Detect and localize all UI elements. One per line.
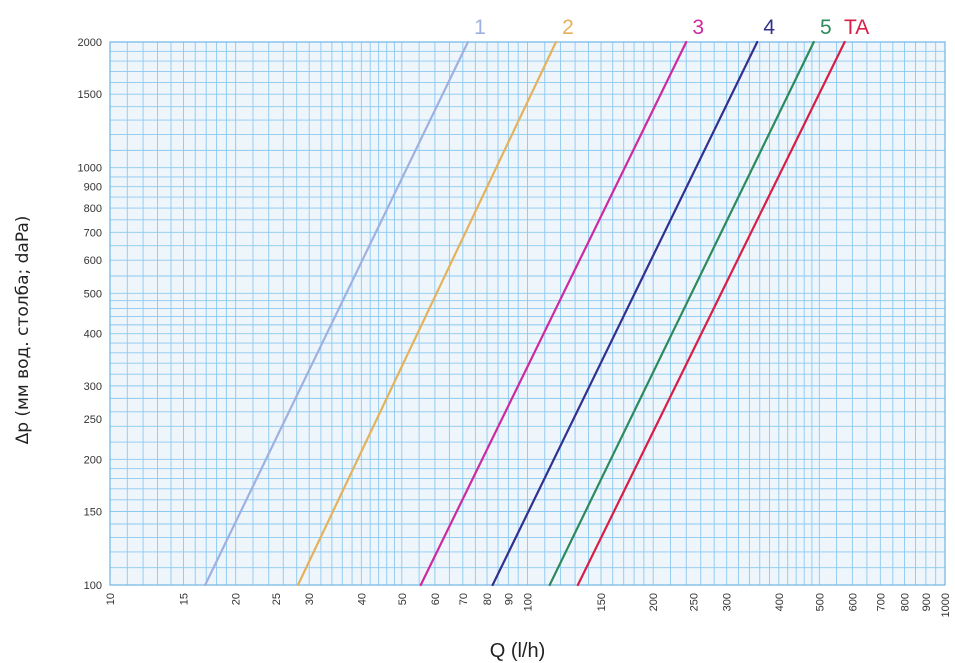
x-tick-label: 150	[596, 593, 608, 611]
x-axis-label: Q (l/h)	[490, 640, 546, 662]
series-line-5	[548, 40, 815, 587]
y-tick-label: 800	[84, 203, 102, 215]
x-tick-label: 200	[648, 593, 660, 611]
x-tick-label: 90	[503, 593, 515, 605]
y-tick-label: 500	[84, 288, 102, 300]
y-tick-label: 2000	[78, 37, 102, 49]
series-line-4	[491, 40, 759, 587]
x-tick-label: 600	[847, 593, 859, 611]
y-tick-label: 400	[84, 329, 102, 341]
x-tick-label: 80	[482, 593, 494, 605]
y-tick-label: 150	[84, 507, 102, 519]
y-tick-label: 900	[84, 182, 102, 194]
y-tick-label: 1500	[78, 89, 102, 101]
x-tick-label: 60	[430, 593, 442, 605]
x-tick-label: 25	[271, 593, 283, 605]
x-tick-label: 30	[304, 593, 316, 605]
series-label-2: 2	[562, 16, 574, 39]
x-tick-label: 800	[900, 593, 912, 611]
x-tick-label: 100	[523, 593, 535, 611]
x-tick-label: 900	[921, 593, 933, 611]
y-tick-label: 250	[84, 414, 102, 426]
series-label-3: 3	[692, 16, 704, 39]
y-tick-label: 200	[84, 454, 102, 466]
y-tick-label: 700	[84, 227, 102, 239]
series-label-1: 1	[474, 16, 486, 39]
series-line-ta	[576, 40, 846, 587]
series-label-4: 4	[763, 16, 775, 39]
series-line-3	[419, 40, 688, 587]
x-tick-label: 700	[875, 593, 887, 611]
x-tick-label: 20	[231, 593, 243, 605]
y-tick-label: 300	[84, 381, 102, 393]
x-tick-label: 70	[458, 593, 470, 605]
x-tick-label: 50	[397, 593, 409, 605]
grid	[109, 41, 946, 586]
series-line-1	[204, 40, 470, 587]
plot-frame	[109, 41, 946, 586]
y-tick-label: 1000	[78, 163, 102, 175]
series-label-ta: TA	[844, 16, 869, 39]
y-tick-label: 600	[84, 255, 102, 267]
series-label-5: 5	[820, 16, 832, 39]
x-tick-label: 300	[722, 593, 734, 611]
x-tick-label: 10	[105, 593, 117, 605]
series-line-2	[296, 40, 558, 587]
x-tick-label: 500	[814, 593, 826, 611]
y-tick-label: 100	[84, 580, 102, 592]
x-tick-label: 250	[689, 593, 701, 611]
x-tick-label: 15	[179, 593, 191, 605]
x-tick-label: 1000	[940, 593, 952, 617]
x-tick-label: 400	[774, 593, 786, 611]
x-tick-label: 40	[356, 593, 368, 605]
